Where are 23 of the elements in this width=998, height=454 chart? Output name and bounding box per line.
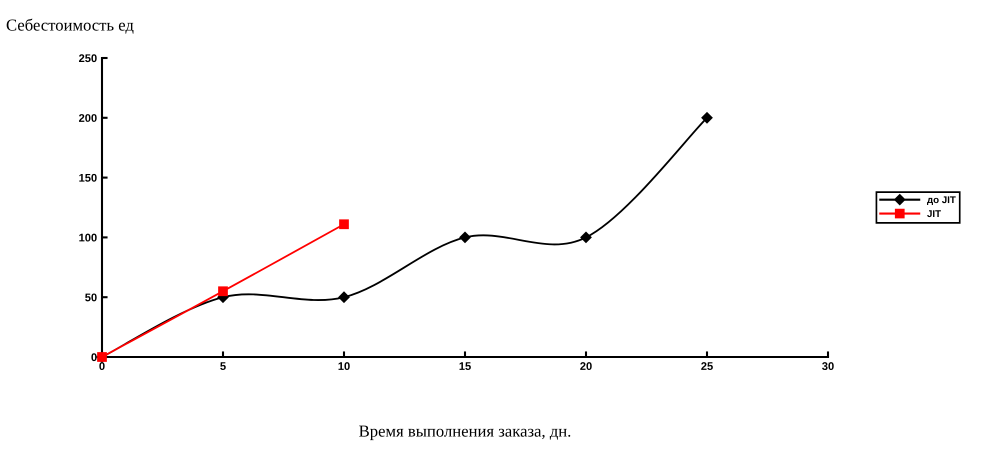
- point: [459, 232, 471, 244]
- y-tick-label: 0: [91, 353, 97, 362]
- point: [339, 219, 349, 230]
- point: [580, 232, 592, 244]
- legend-label: JIT: [927, 210, 941, 218]
- point: [338, 292, 350, 303]
- legend-label: до JIT: [927, 196, 956, 205]
- y-tick-label: 150: [79, 174, 97, 182]
- y-tick-label: 100: [79, 234, 97, 242]
- x-tick-label: 0: [99, 362, 105, 370]
- x-tick-label: 5: [220, 362, 226, 370]
- y-tick-label: 50: [85, 293, 97, 302]
- point: [701, 112, 713, 124]
- point: [218, 286, 228, 296]
- y-tick-label: 250: [78, 54, 97, 62]
- y-tick-label: 200: [78, 114, 97, 122]
- y-axis-title: Себестоимость ед: [6, 18, 134, 34]
- x-tick-label: 10: [338, 362, 350, 370]
- x-tick-label: 20: [580, 362, 592, 370]
- x-axis-title: Время выполнения заказа, дн.: [359, 426, 570, 440]
- x-tick-label: 25: [701, 362, 713, 370]
- x-tick-label: 15: [460, 362, 471, 370]
- x-tick-label: 30: [822, 362, 834, 370]
